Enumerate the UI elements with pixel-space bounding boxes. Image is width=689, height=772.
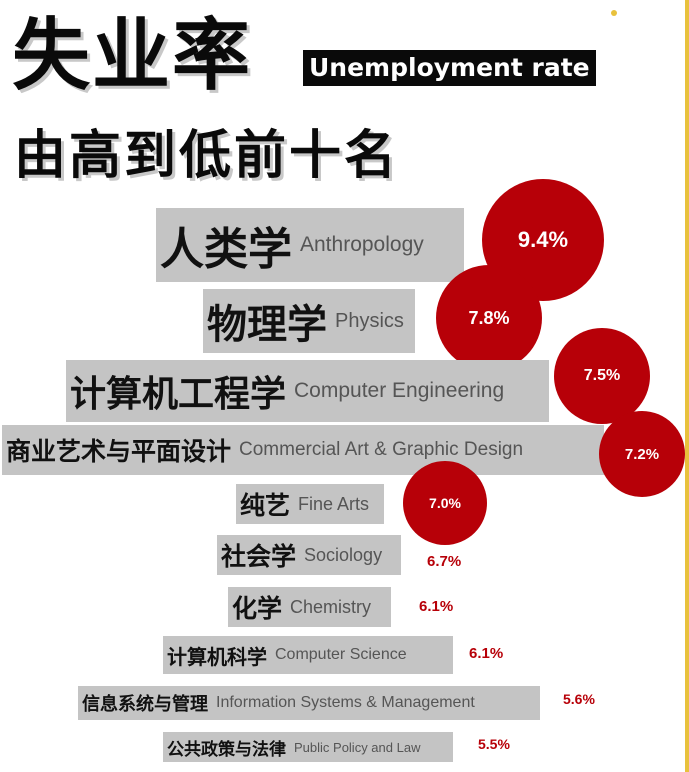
category-name-en: Computer Engineering — [294, 379, 505, 402]
category-name-cn: 人类学 — [160, 224, 292, 275]
category-label: 计算机工程学 Computer Engineering — [66, 360, 549, 422]
category-name-en: Public Policy and Law — [294, 739, 421, 755]
category-name-cn: 化学 — [232, 594, 283, 623]
value-bubble: 7.2% — [599, 411, 685, 497]
category-name-en: Fine Arts — [298, 493, 370, 514]
category-label: 信息系统与管理 Information Systems & Management — [78, 686, 540, 720]
category-name-en: Information Systems & Management — [216, 694, 475, 711]
value-label: 5.5% — [478, 736, 510, 752]
category-name-cn: 纯艺 — [240, 491, 291, 520]
category-label: 社会学 Sociology — [217, 535, 401, 575]
category-name-cn: 计算机工程学 — [70, 374, 287, 415]
title-english: Unemployment rate — [303, 50, 596, 86]
category-name-en: Physics — [335, 309, 404, 332]
value-bubble: 7.5% — [554, 328, 650, 424]
category-label: 物理学 Physics — [203, 289, 415, 353]
category-name-en: Commercial Art & Graphic Design — [239, 439, 524, 460]
category-label: 人类学 Anthropology — [156, 208, 464, 282]
category-name-cn: 物理学 — [207, 302, 327, 348]
value-label: 6.1% — [419, 597, 454, 615]
category-name-cn: 社会学 — [221, 542, 297, 571]
category-name-en: Computer Science — [275, 646, 407, 663]
category-label: 公共政策与法律 Public Policy and Law — [163, 732, 453, 762]
right-edge-bar — [685, 0, 689, 772]
value-label: 5.6% — [563, 691, 595, 707]
title-chinese: 失业率 — [12, 11, 253, 101]
category-label: 化学 Chemistry — [228, 587, 391, 627]
value-label: 6.7% — [427, 552, 462, 570]
category-name-en: Sociology — [304, 544, 383, 565]
category-name-cn: 信息系统与管理 — [82, 694, 208, 715]
category-name-cn: 计算机科学 — [167, 644, 267, 669]
category-name-cn: 公共政策与法律 — [167, 739, 286, 760]
category-name-cn: 商业艺术与平面设计 — [6, 437, 232, 466]
category-label: 计算机科学 Computer Science — [163, 636, 453, 674]
value-bubble: 7.8% — [436, 265, 542, 371]
subtitle: 由高到低前十名 — [14, 126, 400, 186]
category-name-en: Chemistry — [290, 596, 372, 617]
category-name-en: Anthropology — [300, 233, 424, 256]
category-label: 纯艺 Fine Arts — [236, 484, 384, 524]
corner-dot — [611, 10, 617, 16]
category-label: 商业艺术与平面设计 Commercial Art & Graphic Design — [2, 425, 604, 475]
value-label: 6.1% — [469, 644, 504, 662]
value-bubble: 7.0% — [403, 461, 487, 545]
